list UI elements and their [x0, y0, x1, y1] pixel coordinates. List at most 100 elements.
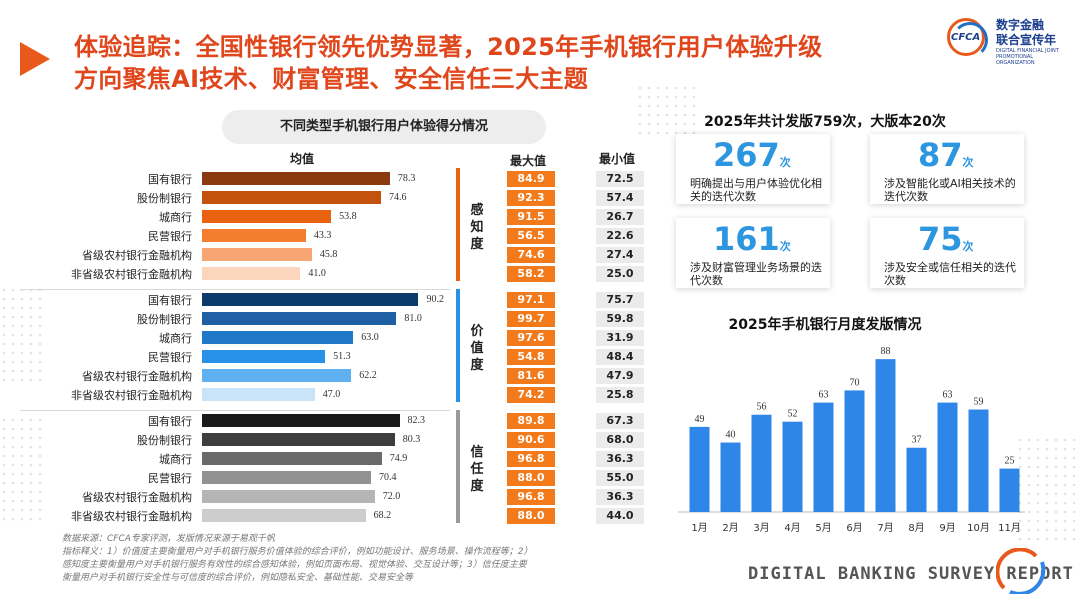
decoration-dot [1063, 501, 1067, 505]
decoration-dot [1072, 510, 1076, 514]
decoration-dot [1072, 483, 1076, 487]
month-bar [813, 402, 834, 512]
decoration-dot [1054, 501, 1058, 505]
decoration-dot [2, 427, 6, 431]
month-bar [720, 442, 741, 512]
decoration-dot [29, 333, 33, 337]
decoration-dot [2, 418, 6, 422]
mean-bar [202, 293, 419, 306]
min-value-box: 26.7 [596, 209, 644, 225]
category-label: 民营银行 [148, 230, 192, 243]
decoration-dot [1045, 465, 1049, 469]
decoration-dot [674, 122, 678, 126]
decoration-dot [20, 324, 24, 328]
decoration-dot [1072, 447, 1076, 451]
footnote-definition-3: 衡量用户对手机银行安全性与可信度的综合评价，例如隐私安全、基础性能、交易安全等 [62, 573, 414, 583]
decoration-dot [29, 436, 33, 440]
min-value-box: 22.6 [596, 228, 644, 244]
decoration-dot [38, 508, 42, 512]
stat-number: 75 [918, 220, 963, 258]
month-value-label: 49 [695, 414, 705, 425]
decoration-dot [1018, 456, 1022, 460]
decoration-dot [1063, 474, 1067, 478]
month-value-label: 63 [819, 390, 829, 401]
min-value-box: 67.3 [596, 413, 644, 429]
stat-card-wealth: 161次 涉及财富管理业务场景的迭代次数 [676, 218, 830, 288]
decoration-dot [29, 360, 33, 364]
max-value-box: 97.1 [507, 292, 555, 308]
mean-value-label: 43.3 [313, 230, 332, 241]
decoration-dot [1045, 456, 1049, 460]
decoration-dot [1072, 519, 1076, 523]
decoration-dot [38, 463, 42, 467]
max-value-box: 99.7 [507, 311, 555, 327]
stat-number: 161 [713, 220, 780, 258]
decoration-dot [1045, 492, 1049, 496]
decoration-dot [29, 427, 33, 431]
max-value-box: 88.0 [507, 470, 555, 486]
decoration-dot [1018, 438, 1022, 442]
decoration-dot [1036, 465, 1040, 469]
decoration-dot [1054, 465, 1058, 469]
decoration-dot [1027, 519, 1031, 523]
decoration-dot [665, 86, 669, 90]
decoration-dot [20, 351, 24, 355]
decoration-dot [683, 131, 687, 135]
decoration-dot [2, 481, 6, 485]
max-value-box: 56.5 [507, 228, 555, 244]
decoration-dot [1054, 447, 1058, 451]
mean-value-label: 70.4 [378, 472, 397, 483]
month-tick-label: 6月 [846, 522, 862, 534]
decoration-dot [2, 445, 6, 449]
decoration-dot [2, 351, 6, 355]
decoration-dot [29, 315, 33, 319]
mean-value-label: 72.0 [382, 491, 401, 502]
month-tick-label: 7月 [877, 522, 893, 534]
decoration-dot [647, 122, 651, 126]
decoration-dot [1054, 528, 1058, 532]
month-tick-label: 1月 [691, 522, 707, 534]
stat-unit: 次 [962, 156, 974, 169]
decoration-dot [20, 342, 24, 346]
decoration-dot [647, 86, 651, 90]
decoration-dot [2, 315, 6, 319]
decoration-dot [11, 436, 15, 440]
decoration-dot [2, 517, 6, 521]
decoration-dot [1036, 510, 1040, 514]
decoration-dot [11, 463, 15, 467]
decoration-dot [692, 113, 696, 117]
decoration-dot [1036, 438, 1040, 442]
decoration-dot [38, 499, 42, 503]
category-label: 国有银行 [148, 294, 192, 307]
decoration-dot [1027, 483, 1031, 487]
min-value-box: 25.8 [596, 387, 644, 403]
mean-bar [202, 414, 400, 427]
decoration-dot [11, 481, 15, 485]
decoration-dot [1063, 465, 1067, 469]
stat-description: 涉及财富管理业务场景的迭代次数 [690, 261, 822, 287]
decoration-dot [1054, 456, 1058, 460]
month-tick-label: 8月 [908, 522, 924, 534]
decoration-dot [38, 315, 42, 319]
mean-value-label: 45.8 [319, 249, 338, 260]
decoration-dot [11, 427, 15, 431]
decoration-dot [1072, 501, 1076, 505]
decoration-dot [29, 324, 33, 328]
decoration-dot [665, 104, 669, 108]
decoration-dot [683, 122, 687, 126]
month-value-label: 40 [726, 430, 736, 441]
decoration-dot [38, 306, 42, 310]
decoration-dot [11, 333, 15, 337]
min-value-box: 72.5 [596, 171, 644, 187]
month-tick-label: 11月 [998, 522, 1021, 534]
max-value-box: 90.6 [507, 432, 555, 448]
mean-value-label: 74.6 [389, 192, 407, 203]
decoration-dot [665, 95, 669, 99]
group-label: 价值度 [470, 324, 484, 373]
group-bracket-line [456, 289, 460, 402]
max-value-box: 88.0 [507, 508, 555, 524]
decoration-dot [1036, 519, 1040, 523]
month-value-label: 63 [943, 390, 953, 401]
decoration-dot [11, 472, 15, 476]
